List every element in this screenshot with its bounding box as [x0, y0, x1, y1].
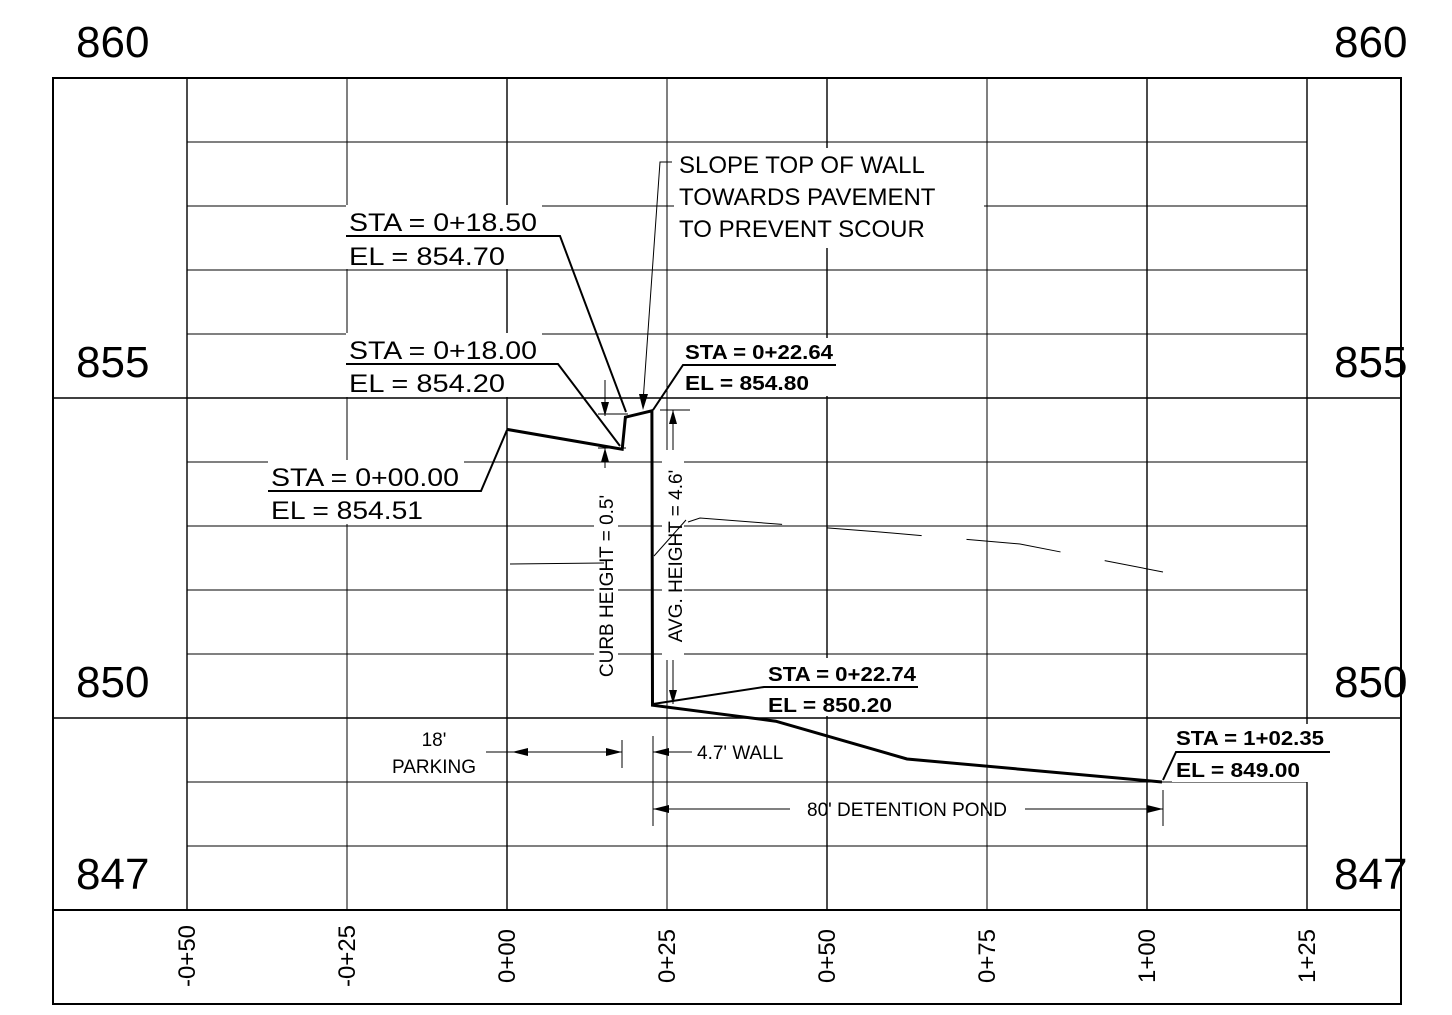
callout-2-sta: STA = 0+18.00 [349, 337, 537, 365]
scour-note: SLOPE TOP OF WALL TOWARDS PAVEMENT TO PR… [639, 148, 984, 410]
station-labels: -0+50 -0+25 0+00 0+25 0+50 0+75 1+00 1+2… [174, 925, 1321, 987]
station-label-neg-0-50: -0+50 [174, 925, 201, 987]
elev-label-850-left: 850 [76, 658, 149, 707]
parking-dim-value: 18' [422, 730, 447, 751]
station-label-0-00: 0+00 [494, 929, 521, 983]
station-label-1-25: 1+25 [1294, 929, 1321, 983]
station-label-1-00: 1+00 [1134, 929, 1161, 983]
callout-6-el: EL = 849.00 [1176, 760, 1300, 782]
elev-label-860-right: 860 [1334, 18, 1407, 67]
elevation-labels-right: 860 855 850 847 [1334, 18, 1407, 899]
station-label-0-50: 0+50 [814, 929, 841, 983]
callout-sta-0-18-50: STA = 0+18.50 EL = 854.70 [346, 205, 627, 413]
avg-height-label: AVG. HEIGHT = 4.6' [666, 470, 687, 642]
avg-height-dimension: AVG. HEIGHT = 4.6' [653, 409, 690, 704]
curb-height-dimension: CURB HEIGHT = 0.5' [509, 380, 628, 704]
pond-dimension: 80' DETENTION POND [653, 790, 1164, 826]
elev-label-850-right: 850 [1334, 658, 1407, 707]
note-line-2: TOWARDS PAVEMENT [679, 184, 936, 211]
callout-5-sta: STA = 0+22.74 [768, 664, 917, 686]
elevation-labels-left: 860 855 850 847 [76, 18, 149, 899]
parking-dim-label: PARKING [392, 757, 476, 778]
curb-height-label: CURB HEIGHT = 0.5' [597, 495, 618, 677]
callout-4-sta: STA = 0+00.00 [271, 464, 459, 492]
callout-3-sta: STA = 0+22.64 [685, 342, 834, 364]
callout-sta-0-22-74: STA = 0+22.74 EL = 850.20 [652, 658, 918, 717]
note-leader-arrow [639, 394, 648, 410]
proposed-profile-line [506, 408, 1163, 784]
note-line-3: TO PREVENT SCOUR [679, 216, 925, 243]
elev-label-855-left: 855 [76, 338, 149, 387]
wall-dim-label: 4.7' WALL [697, 743, 783, 764]
callout-1-sta: STA = 0+18.50 [349, 209, 537, 237]
callout-1-el: EL = 854.70 [349, 243, 505, 271]
callout-sta-0-00-00: STA = 0+00.00 EL = 854.51 [268, 429, 508, 525]
callout-sta-1-02-35: STA = 1+02.35 EL = 849.00 [1162, 724, 1330, 782]
station-label-0-25: 0+25 [654, 929, 681, 983]
callout-2-el: EL = 854.20 [349, 370, 505, 398]
elev-label-860-left: 860 [76, 18, 149, 67]
elev-label-847-right: 847 [1334, 850, 1407, 899]
parking-dimension: 18' PARKING [392, 730, 623, 778]
callout-sta-0-18-00: STA = 0+18.00 EL = 854.20 [346, 333, 621, 447]
note-line-1: SLOPE TOP OF WALL [679, 152, 925, 179]
wall-dimension: 4.7' WALL [652, 736, 783, 826]
station-label-neg-0-25: -0+25 [334, 925, 361, 987]
note-leader [642, 161, 672, 403]
elev-label-847-left: 847 [76, 850, 149, 899]
callout-6-sta: STA = 1+02.35 [1176, 728, 1324, 750]
existing-grade-line [687, 517, 1164, 573]
drawing-frame [52, 77, 1402, 1005]
callout-3-el: EL = 854.80 [685, 373, 809, 395]
pond-dim-label: 80' DETENTION POND [807, 800, 1007, 821]
elev-label-855-right: 855 [1334, 338, 1407, 387]
callout-sta-0-22-64: STA = 0+22.64 EL = 854.80 [652, 338, 836, 411]
station-label-0-75: 0+75 [974, 929, 1001, 983]
callout-4-el: EL = 854.51 [271, 497, 423, 525]
callout-5-el: EL = 850.20 [768, 695, 892, 717]
